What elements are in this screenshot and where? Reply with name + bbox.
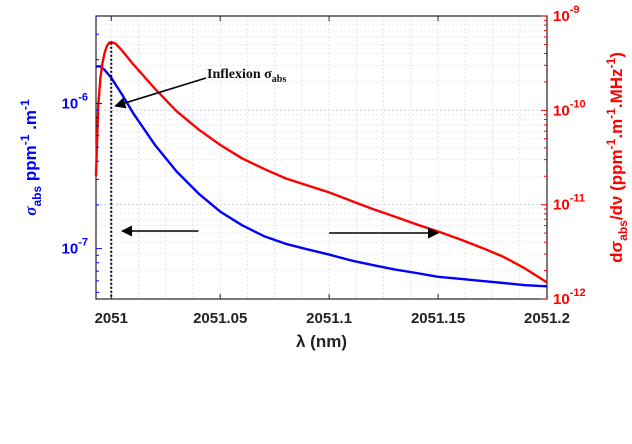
right-y-tick-exp: -12 <box>570 287 586 299</box>
x-tick-label: 2051 <box>95 310 128 327</box>
inflexion-annotation-sub: abs <box>272 74 287 85</box>
left-y-tick-exp: -7 <box>78 237 88 249</box>
left-y-label-units: ppm <box>21 145 40 186</box>
inflexion-annotation: Inflexion σabs <box>207 67 286 85</box>
right-y-tick-base: 10 <box>553 102 570 119</box>
left-y-tick-exp: -6 <box>78 91 88 103</box>
right-y-tick-label: 10-10 <box>553 98 586 119</box>
right-y-tick-base: 10 <box>553 291 570 308</box>
inflexion-pointer-arrow <box>114 77 207 109</box>
right-y-tick-exp: -9 <box>570 4 580 16</box>
ticks-layer: 2051 2051.05 2051.1 2051.15 2051.210-710-610… <box>62 4 586 327</box>
series-line-dsigma-dnu <box>94 40 548 284</box>
left-y-tick-label: 10-6 <box>62 91 88 112</box>
right-y-tick-base: 10 <box>553 197 570 214</box>
annotation-layer <box>110 42 440 299</box>
plot-area <box>95 15 548 300</box>
right-y-label-close: ) <box>607 52 626 58</box>
right-y-tick-label: 10-9 <box>553 4 579 25</box>
right-y-label-end: .MHz <box>607 68 626 108</box>
x-tick-label: 2051.05 <box>193 310 247 327</box>
right-y-label-sub: abs <box>616 220 630 241</box>
x-tick-label: 2051.1 <box>306 310 352 327</box>
left-y-tick-base: 10 <box>62 95 79 112</box>
x-tick-label: 2051.2 <box>524 310 570 327</box>
right-y-tick-label: 10-11 <box>553 193 585 214</box>
x-axis-label: λ (nm) <box>296 332 347 351</box>
left-y-label-sup1: -1 <box>18 134 32 145</box>
x-tick-label: 2051.15 <box>411 310 465 327</box>
right-y-label-mid2: .m <box>607 119 626 139</box>
right-y-label-sup1: -1 <box>604 138 618 149</box>
left-y-tick-base: 10 <box>62 241 79 258</box>
left-y-axis-label: σabs ppm-1 .m-1 <box>18 99 44 216</box>
right-y-label-mid: /dν (ppm <box>607 149 626 220</box>
right-y-tick-exp: -11 <box>570 193 585 205</box>
left-y-label-mid: .m <box>21 110 40 135</box>
right-y-label-sup2: -1 <box>604 108 618 119</box>
grid <box>96 16 547 299</box>
inflexion-annotation-main: Inflexion σ <box>207 67 272 82</box>
right-y-tick-label: 10-12 <box>553 287 586 308</box>
left-y-label-main: σ <box>21 206 40 216</box>
right-y-label-main: dσ <box>607 240 626 262</box>
right-y-tick-exp: -10 <box>570 98 586 110</box>
right-y-tick-base: 10 <box>553 8 570 25</box>
left-y-label-sup2: -1 <box>18 99 32 110</box>
right-y-label-sup3: -1 <box>604 57 618 68</box>
left-y-label-sub: abs <box>30 186 44 207</box>
series-line-sigma-abs <box>96 65 548 288</box>
series-layer <box>94 40 548 288</box>
left-y-tick-label: 10-7 <box>62 237 88 258</box>
right-y-axis-label: dσabs/dν (ppm-1.m-1.MHz-1) <box>604 52 630 263</box>
